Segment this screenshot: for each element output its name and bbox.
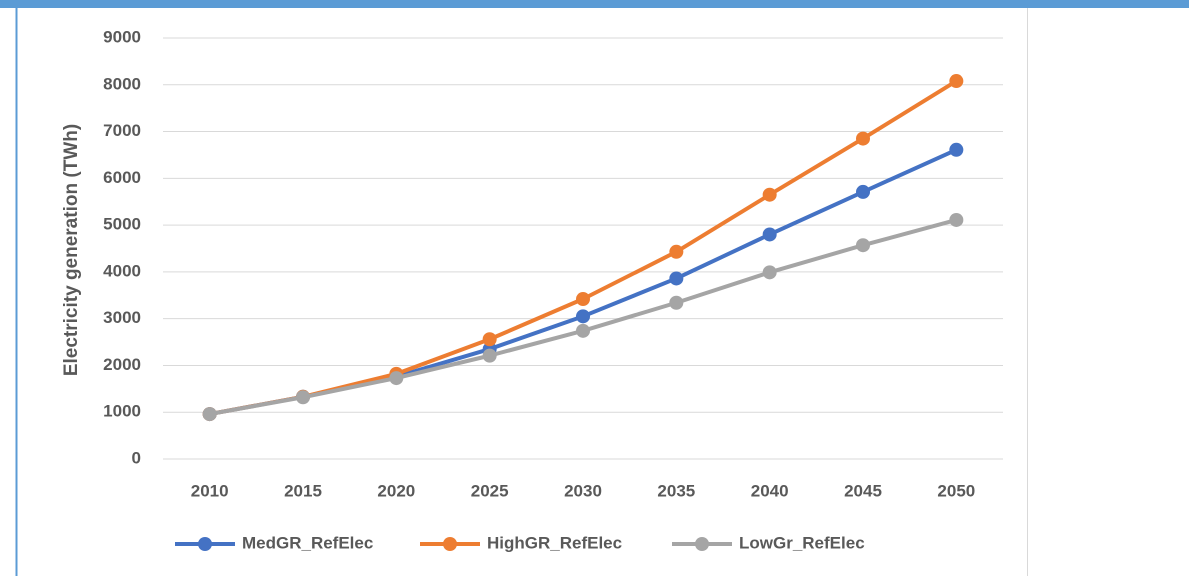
data-point — [669, 295, 684, 310]
data-point — [949, 142, 964, 157]
data-point — [762, 227, 777, 242]
top-bar — [0, 0, 1189, 8]
data-point — [296, 390, 310, 405]
data-point — [949, 74, 964, 89]
data-point — [202, 407, 217, 422]
x-tick-label: 2010 — [191, 481, 229, 500]
data-point — [856, 131, 870, 146]
data-point — [576, 309, 590, 324]
data-point — [576, 323, 590, 338]
y-tick-label: 3000 — [103, 308, 141, 327]
y-tick-label: 7000 — [103, 121, 141, 140]
y-tick-label: 9000 — [103, 27, 141, 46]
data-point — [389, 371, 404, 386]
y-axis-label: Electricity generation (TWh) — [61, 124, 82, 376]
data-point — [669, 271, 684, 286]
data-point — [482, 348, 497, 363]
data-point — [949, 212, 964, 227]
legend-marker — [198, 537, 212, 551]
y-tick-label: 6000 — [103, 168, 141, 187]
legend-label: MedGR_RefElec — [242, 533, 373, 552]
data-point — [762, 265, 777, 280]
data-point — [856, 238, 870, 253]
x-tick-label: 2020 — [377, 481, 415, 500]
y-tick-label: 8000 — [103, 74, 141, 93]
legend-marker — [695, 537, 709, 551]
y-tick-label: 0 — [132, 448, 141, 467]
series-line — [209, 79, 958, 417]
data-point — [856, 184, 870, 199]
data-point — [762, 187, 777, 202]
legend-label: LowGr_RefElec — [739, 533, 865, 552]
y-tick-label: 2000 — [103, 355, 141, 374]
y-tick-label: 5000 — [103, 215, 141, 234]
data-point — [482, 332, 497, 347]
x-tick-label: 2040 — [751, 481, 789, 500]
x-tick-label: 2035 — [657, 481, 695, 500]
data-point — [669, 244, 684, 259]
series-line — [209, 147, 958, 417]
data-point — [576, 292, 590, 307]
x-tick-label: 2025 — [471, 481, 509, 500]
legend-marker — [443, 537, 457, 551]
legend-label: HighGR_RefElec — [487, 533, 622, 552]
y-tick-label: 1000 — [103, 402, 141, 421]
x-tick-label: 2030 — [564, 481, 602, 500]
x-tick-label: 2015 — [284, 481, 322, 500]
x-tick-label: 2045 — [844, 481, 882, 500]
x-tick-label: 2050 — [937, 481, 975, 500]
y-tick-label: 4000 — [103, 261, 141, 280]
